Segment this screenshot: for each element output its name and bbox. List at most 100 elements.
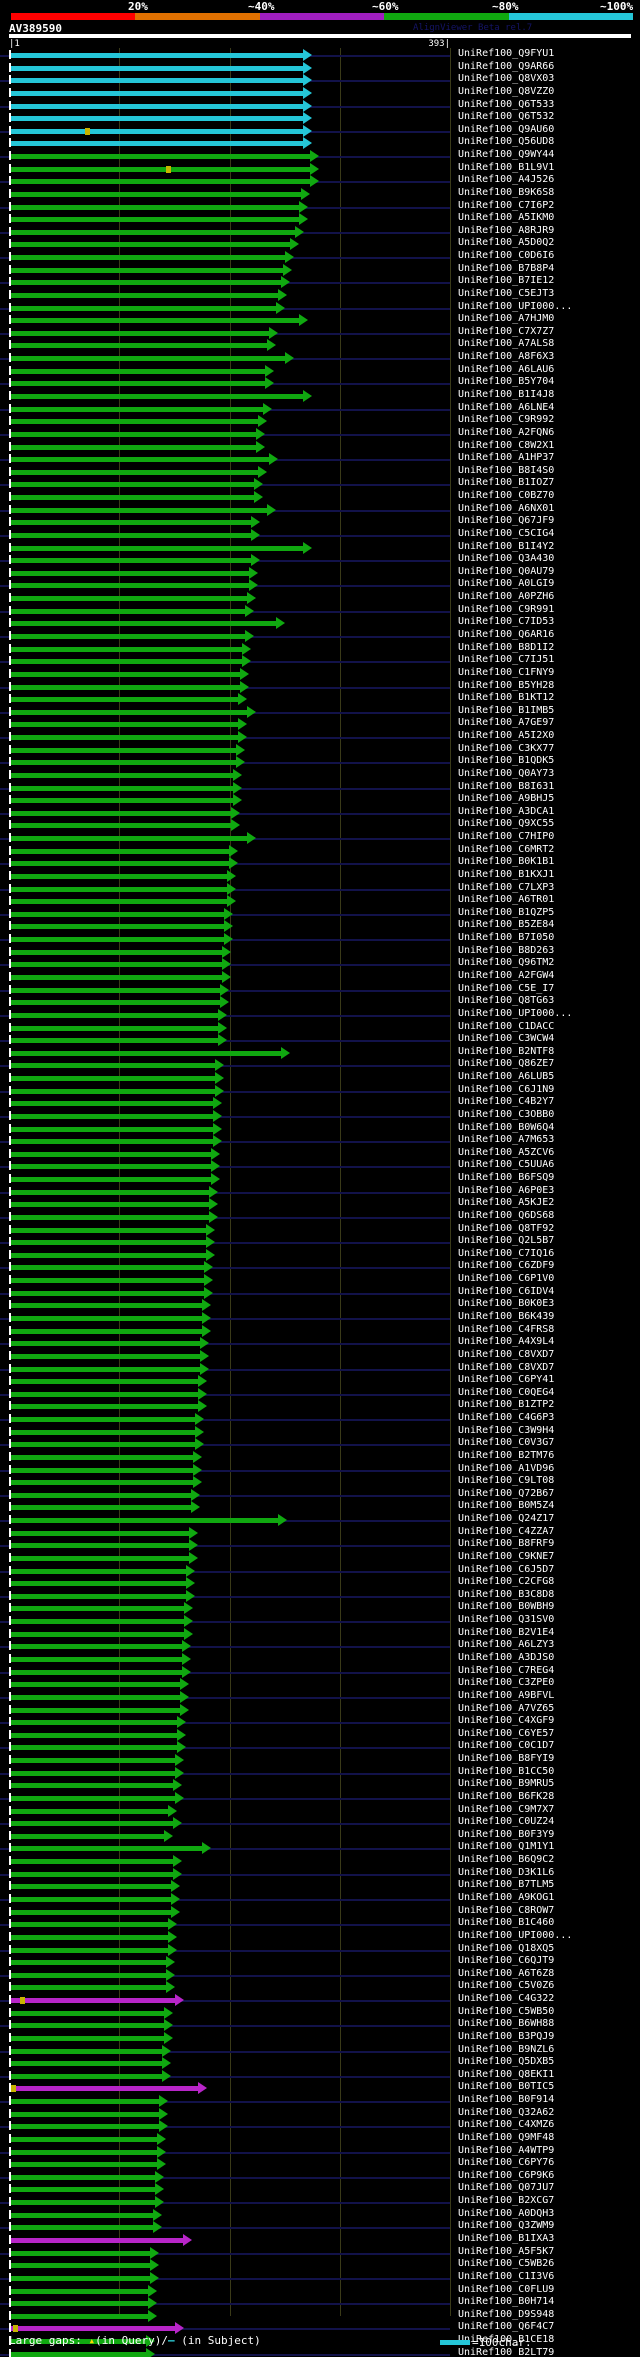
hsp-bar[interactable] [11,78,303,83]
hsp-bar[interactable] [11,1682,180,1687]
hsp-bar[interactable] [11,1468,194,1473]
hit-label[interactable]: UniRef100_C4FRS8 [458,1324,555,1335]
hit-label[interactable]: UniRef100_UPI000... [458,301,573,312]
hit-label[interactable]: UniRef100_B1CE18 [458,2334,555,2345]
hsp-bar[interactable] [11,2099,160,2104]
hit-label[interactable]: UniRef100_UPI000... [458,1008,573,1019]
hsp-bar[interactable] [11,1910,171,1915]
hsp-bar[interactable] [11,1872,173,1877]
hsp-bar[interactable] [11,2339,146,2344]
hsp-bar[interactable] [11,2225,153,2230]
hit-label[interactable]: UniRef100_C7IQ16 [458,1248,555,1259]
hit-label[interactable]: UniRef100_C0D6I6 [458,250,555,261]
hsp-bar[interactable] [11,1190,209,1195]
hit-label[interactable]: UniRef100_Q9MF48 [458,2132,555,2143]
hit-label[interactable]: UniRef100_B1I4Y2 [458,541,555,552]
hit-label[interactable]: UniRef100_A5KJE2 [458,1197,555,1208]
hsp-bar[interactable] [11,1619,185,1624]
hsp-bar[interactable] [11,470,259,475]
hsp-bar[interactable] [11,950,223,955]
hit-label[interactable]: UniRef100_B7TLM5 [458,1879,555,1890]
hit-label[interactable]: UniRef100_B1KXJ1 [458,869,555,880]
hit-label[interactable]: UniRef100_B8FYI9 [458,1753,555,1764]
hsp-bar[interactable] [11,154,310,159]
hit-label[interactable]: UniRef100_B0F3Y9 [458,1829,555,1840]
hit-label[interactable]: UniRef100_C6J5D7 [458,1564,555,1575]
hsp-bar[interactable] [11,634,245,639]
hsp-bar[interactable] [11,735,238,740]
hit-label[interactable]: UniRef100_B8FRF9 [458,1538,555,1549]
hit-label[interactable]: UniRef100_B2V1E4 [458,1627,555,1638]
hsp-bar[interactable] [11,104,303,109]
hit-label[interactable]: UniRef100_C9M7X7 [458,1804,555,1815]
hsp-bar[interactable] [11,988,220,993]
hit-label[interactable]: UniRef100_C5E_I7 [458,983,555,994]
hit-label[interactable]: UniRef100_C5CIG4 [458,528,555,539]
hsp-bar[interactable] [11,583,250,588]
hsp-bar[interactable] [11,887,227,892]
hsp-bar[interactable] [11,1442,196,1447]
hit-label[interactable]: UniRef100_A6T6Z8 [458,1968,555,1979]
hsp-bar[interactable] [11,1695,180,1700]
hsp-bar[interactable] [11,1859,173,1864]
hit-label[interactable]: UniRef100_B0M5Z4 [458,1500,555,1511]
hsp-bar[interactable] [11,1897,171,1902]
hit-label[interactable]: UniRef100_B1IOZ7 [458,477,555,488]
hit-label[interactable]: UniRef100_C5UUA6 [458,1159,555,1170]
hsp-bar[interactable] [11,571,250,576]
hsp-bar[interactable] [11,1367,200,1372]
hsp-bar[interactable] [11,609,245,614]
hsp-bar[interactable] [11,242,290,247]
hit-label[interactable]: UniRef100_C9R992 [458,414,555,425]
hit-label[interactable]: UniRef100_A7VZ65 [458,1703,555,1714]
hsp-bar[interactable] [11,1164,211,1169]
hit-label[interactable]: UniRef100_A9KOG1 [458,1892,555,1903]
hit-label[interactable]: UniRef100_Q9XC55 [458,818,555,829]
hit-label[interactable]: UniRef100_A3DJS0 [458,1652,555,1663]
hit-label[interactable]: UniRef100_A3DCA1 [458,806,555,817]
hit-label[interactable]: UniRef100_B0WBH9 [458,1601,555,1612]
hsp-bar[interactable] [11,773,234,778]
hit-label[interactable]: UniRef100_C0FLU9 [458,2284,555,2295]
hit-label[interactable]: UniRef100_B6WH88 [458,2018,555,2029]
hsp-bar[interactable] [11,937,225,942]
hit-label[interactable]: UniRef100_A5D0Q2 [458,237,555,248]
hsp-bar[interactable] [11,2187,155,2192]
hit-label[interactable]: UniRef100_B6FSQ9 [458,1172,555,1183]
hit-label[interactable]: UniRef100_A7HJM0 [458,313,555,324]
hsp-bar[interactable] [11,836,247,841]
hit-label[interactable]: UniRef100_B1QDK5 [458,755,555,766]
hit-label[interactable]: UniRef100_C1FNY9 [458,667,555,678]
hit-label[interactable]: UniRef100_C7X7Z7 [458,326,555,337]
hsp-bar[interactable] [11,1101,214,1106]
hit-label[interactable]: UniRef100_A6LZY3 [458,1639,555,1650]
hit-label[interactable]: UniRef100_Q0AY73 [458,768,555,779]
hsp-bar[interactable] [11,495,254,500]
hit-label[interactable]: UniRef100_B1IMB5 [458,705,555,716]
hit-label[interactable]: UniRef100_C9KNE7 [458,1551,555,1562]
hsp-bar[interactable] [11,1341,200,1346]
hit-label[interactable]: UniRef100_B1KT12 [458,692,555,703]
hsp-bar[interactable] [11,1948,169,1953]
hit-label[interactable]: UniRef100_A5ZCV6 [458,1147,555,1158]
hit-label[interactable]: UniRef100_C5EJT3 [458,288,555,299]
hit-label[interactable]: UniRef100_B0H714 [458,2296,555,2307]
hsp-bar[interactable] [11,445,256,450]
hit-label[interactable]: UniRef100_C6QJT9 [458,1955,555,1966]
hsp-bar[interactable] [11,1278,205,1283]
hit-label[interactable]: UniRef100_C1DACC [458,1021,555,1032]
hit-label[interactable]: UniRef100_Q3ZWM9 [458,2220,555,2231]
hsp-bar[interactable] [11,912,225,917]
hsp-bar[interactable] [11,91,303,96]
hsp-bar[interactable] [11,722,238,727]
hit-label[interactable]: UniRef100_A7M653 [458,1134,555,1145]
hsp-bar[interactable] [11,205,299,210]
hit-label[interactable]: UniRef100_B7IE12 [458,275,555,286]
hsp-bar[interactable] [11,1998,176,2003]
hsp-bar[interactable] [11,596,247,601]
hit-label[interactable]: UniRef100_B0TIC5 [458,2081,555,2092]
hit-label[interactable]: UniRef100_C0V3G7 [458,1437,555,1448]
hit-label[interactable]: UniRef100_C0UZ24 [458,1816,555,1827]
hit-label[interactable]: UniRef100_Q6T533 [458,99,555,110]
hit-label[interactable]: UniRef100_C0QEG4 [458,1387,555,1398]
